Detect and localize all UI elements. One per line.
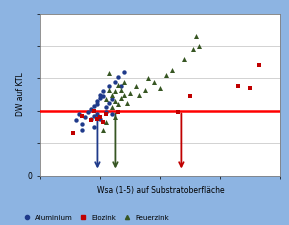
Point	[137, 93, 142, 96]
Point	[107, 88, 112, 91]
Point	[110, 98, 115, 101]
Point	[104, 98, 109, 101]
Legend: Aluminium, Elozink, Feuerzink: Aluminium, Elozink, Feuerzink	[20, 215, 169, 220]
Point	[80, 128, 85, 132]
Point	[92, 114, 97, 117]
Point	[98, 117, 103, 121]
Point	[101, 120, 106, 124]
Point	[191, 47, 196, 51]
Point	[152, 80, 157, 83]
Point	[116, 75, 121, 79]
Point	[95, 112, 100, 116]
Point	[98, 93, 103, 96]
Point	[92, 125, 97, 129]
Point	[248, 86, 253, 90]
Point	[92, 109, 97, 112]
Point	[71, 132, 76, 135]
Point	[176, 110, 181, 114]
Point	[128, 91, 133, 95]
Point	[113, 90, 118, 93]
Point	[92, 104, 97, 108]
Point	[182, 57, 187, 61]
Point	[98, 96, 103, 99]
Point	[110, 112, 115, 116]
Point	[122, 80, 127, 83]
Point	[89, 107, 94, 111]
Point	[236, 85, 241, 88]
Point	[146, 76, 151, 80]
Point	[77, 112, 82, 116]
Point	[113, 115, 118, 119]
X-axis label: Wsa (1-5) auf Substratoberfläche: Wsa (1-5) auf Substratoberfläche	[97, 186, 224, 195]
Point	[116, 110, 121, 114]
Point	[98, 115, 103, 119]
Point	[101, 90, 106, 93]
Point	[95, 117, 100, 121]
Point	[86, 110, 91, 114]
Point	[188, 94, 193, 98]
Point	[158, 86, 163, 90]
Point	[125, 101, 130, 104]
Point	[143, 88, 148, 91]
Point	[104, 112, 109, 116]
Point	[89, 119, 94, 122]
Point	[95, 99, 100, 103]
Point	[113, 99, 118, 103]
Point	[107, 85, 112, 88]
Point	[80, 114, 85, 117]
Point	[122, 93, 127, 96]
Point	[107, 72, 112, 75]
Point	[197, 44, 202, 48]
Point	[170, 68, 175, 72]
Point	[194, 34, 199, 38]
Point	[80, 122, 85, 126]
Point	[104, 106, 109, 109]
Point	[104, 120, 109, 124]
Point	[101, 94, 106, 98]
Point	[110, 93, 115, 96]
Point	[101, 128, 106, 132]
Point	[134, 85, 139, 88]
Point	[89, 117, 94, 121]
Point	[104, 110, 109, 114]
Point	[122, 70, 127, 74]
Point	[74, 119, 79, 122]
Point	[83, 115, 88, 119]
Point	[113, 80, 118, 83]
Point	[164, 73, 169, 77]
Point	[116, 102, 121, 106]
Point	[110, 106, 115, 109]
Point	[107, 101, 112, 104]
Point	[119, 85, 124, 88]
Point	[119, 96, 124, 99]
Point	[95, 102, 100, 106]
Point	[257, 63, 262, 67]
Point	[116, 83, 121, 87]
Y-axis label: DW auf KTL: DW auf KTL	[16, 73, 25, 116]
Point	[119, 88, 124, 91]
